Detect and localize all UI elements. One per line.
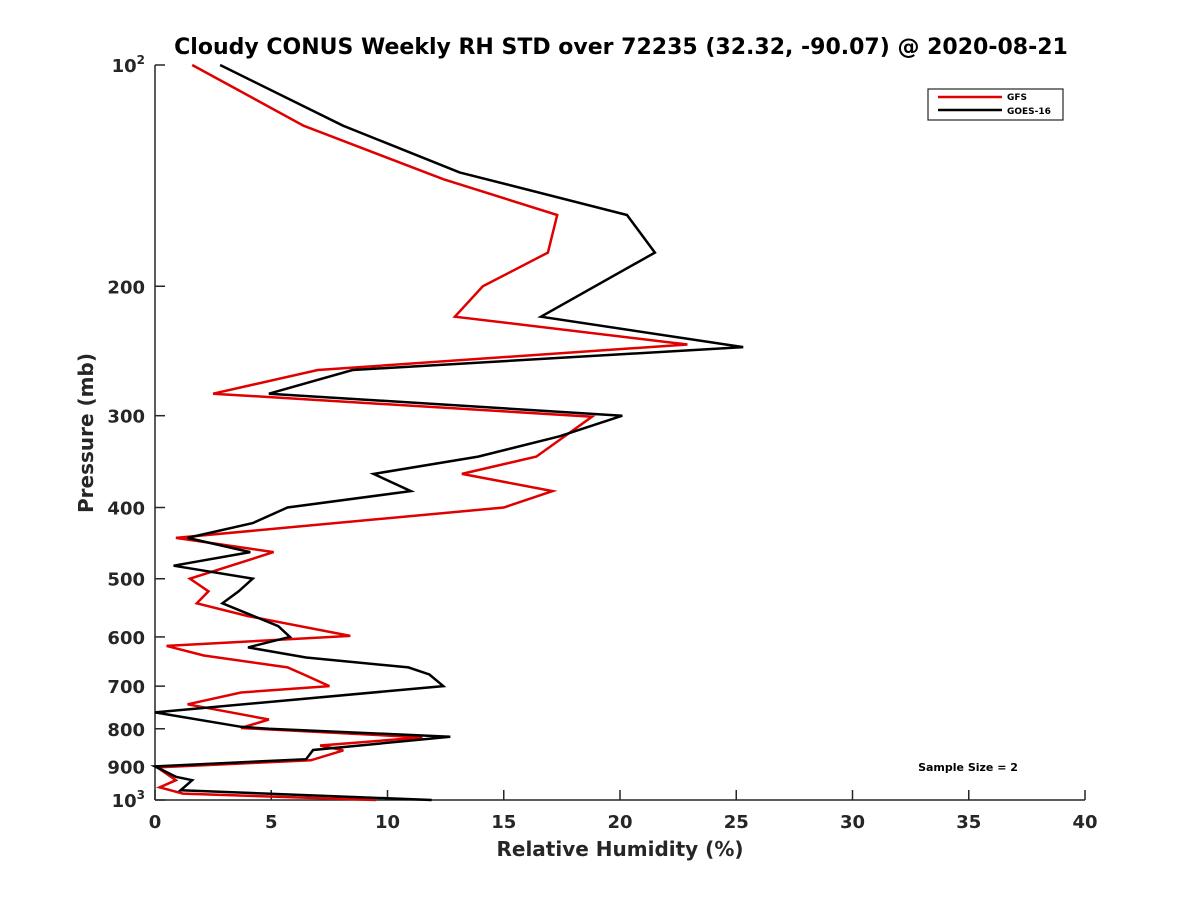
legend-label-gfs: GFS (1007, 93, 1027, 103)
x-tick-label: 20 (607, 812, 632, 833)
y-tick-label: 600 (107, 628, 145, 649)
x-ticks: 0 5 10 15 20 25 30 35 40 (149, 790, 1098, 833)
y-tick-label: 500 (107, 570, 145, 591)
legend: GFS GOES-16 (927, 88, 1064, 121)
y-tick-label: 102 (112, 53, 145, 77)
y-axis-label: Pressure (mb) (74, 353, 98, 513)
y-tick-label: 800 (107, 720, 145, 741)
y-tick-label: 103 (112, 788, 145, 812)
sample-size-annotation: Sample Size = 2 (918, 761, 1018, 774)
x-tick-label: 40 (1072, 812, 1097, 833)
x-tick-label: 35 (956, 812, 981, 833)
x-tick-label: 30 (840, 812, 865, 833)
y-tick-label: 200 (107, 277, 145, 298)
chart-title: Cloudy CONUS Weekly RH STD over 72235 (3… (174, 35, 1068, 60)
y-tick-label: 400 (107, 499, 145, 520)
x-tick-label: 0 (149, 812, 162, 833)
y-tick-label: 900 (107, 757, 145, 778)
x-tick-label: 5 (265, 812, 278, 833)
y-ticks: 102 200 300 400 500 600 700 800 900 103 (107, 53, 165, 812)
x-tick-label: 15 (491, 812, 516, 833)
y-tick-label: 700 (107, 677, 145, 698)
legend-box (927, 88, 1064, 121)
series-line-goes16 (150, 63, 744, 802)
series-line-gfs (153, 63, 688, 802)
y-tick-label: 300 (107, 407, 145, 428)
x-tick-label: 25 (724, 812, 749, 833)
legend-label-goes16: GOES-16 (1007, 107, 1051, 117)
x-axis-label: Relative Humidity (%) (496, 837, 743, 861)
x-tick-label: 10 (375, 812, 400, 833)
series-group (150, 63, 744, 802)
